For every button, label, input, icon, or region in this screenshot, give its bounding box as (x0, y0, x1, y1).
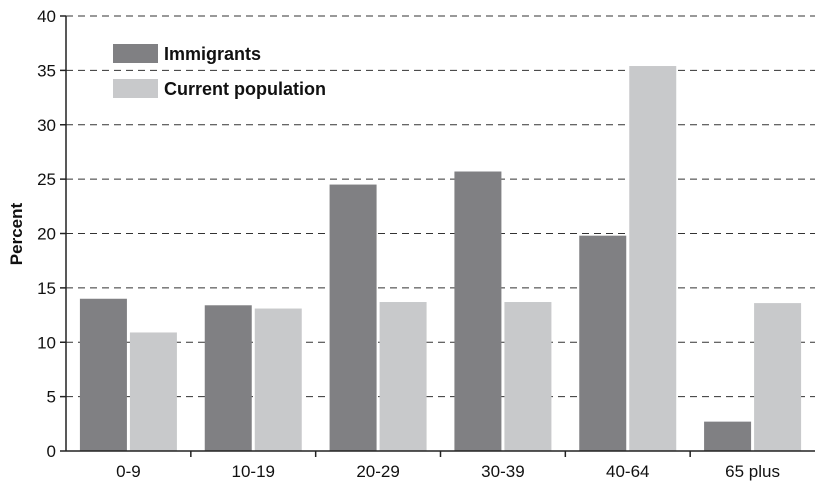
y-tick-label: 35 (37, 61, 56, 80)
y-tick-label: 0 (47, 442, 56, 461)
y-axis-title: Percent (7, 202, 26, 265)
y-tick-label: 30 (37, 116, 56, 135)
legend-swatch-current-population (113, 79, 158, 98)
gridlines (66, 15, 815, 398)
x-tick-label: 0-9 (116, 462, 141, 481)
bar-current-population-65-plus (754, 303, 802, 451)
x-tick-label: 20-29 (356, 462, 399, 481)
bar-current-population-0-9 (129, 332, 177, 451)
x-tick-label: 30-39 (481, 462, 524, 481)
y-tick-label: 10 (37, 333, 56, 352)
bar-current-population-40-64 (629, 66, 677, 452)
y-tick-label: 5 (47, 388, 56, 407)
bar-current-population-10-19 (254, 308, 302, 451)
bar-current-population-20-29 (379, 302, 427, 451)
bar-immigrants-10-19 (204, 305, 252, 451)
x-tick-label: 40-64 (606, 462, 649, 481)
y-tick-label: 40 (37, 7, 56, 26)
axes (60, 15, 815, 457)
bar-immigrants-40-64 (579, 235, 627, 451)
bar-current-population-30-39 (504, 302, 552, 451)
y-tick-label: 15 (37, 279, 56, 298)
legend-swatch-immigrants (113, 44, 158, 63)
legend-label-immigrants: Immigrants (164, 44, 261, 64)
bar-immigrants-20-29 (329, 184, 377, 451)
y-tick-label: 20 (37, 225, 56, 244)
bar-immigrants-65-plus (704, 421, 752, 451)
bar-immigrants-30-39 (454, 171, 502, 451)
x-tick-label: 65 plus (725, 462, 780, 481)
bars (79, 66, 802, 452)
y-tick-label: 25 (37, 170, 56, 189)
x-tick-label: 10-19 (232, 462, 275, 481)
legend-label-current-population: Current population (164, 79, 326, 99)
tick-labels: 0 5 10 15 20 25 30 35 40 0-9 10-19 20-29 30-39 40-64 6… (37, 7, 780, 481)
bar-immigrants-0-9 (79, 298, 127, 451)
legend: Immigrants Current population (113, 44, 326, 99)
